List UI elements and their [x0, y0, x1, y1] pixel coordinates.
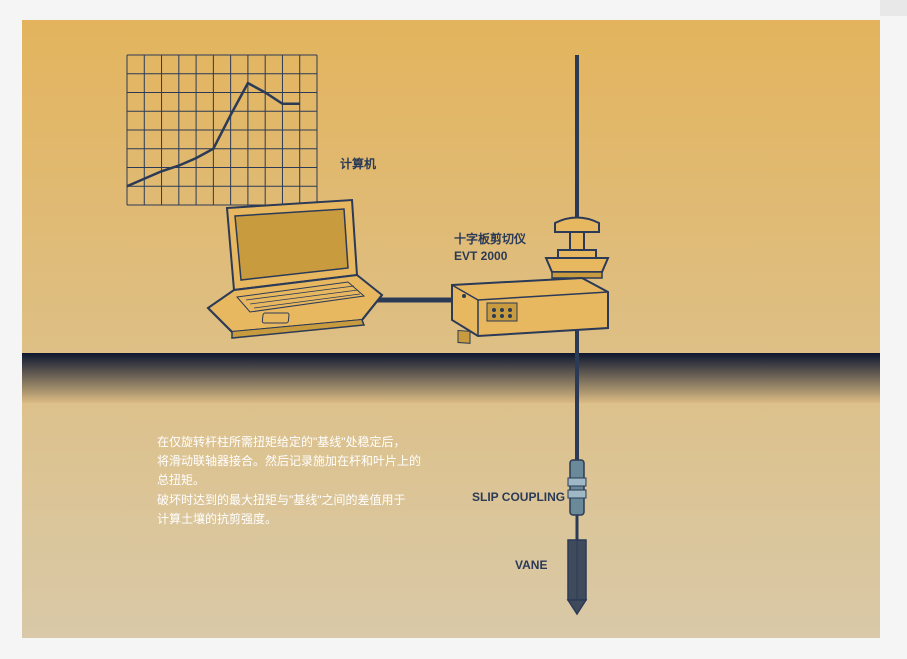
vane [568, 540, 586, 614]
label-vane: VANE [515, 558, 547, 572]
label-device-line1: 十字板剪切仪 [454, 230, 526, 247]
label-slip-coupling: SLIP COUPLING [472, 490, 565, 504]
desc-line: 总扭矩。 [157, 471, 442, 490]
description-block: 在仅旋转杆柱所需扭矩给定的"基线"处稳定后， 将滑动联轴器接合。然后记录施加在杆… [157, 433, 442, 529]
soil-band [22, 353, 880, 403]
desc-line: 计算土壤的抗剪强度。 [157, 510, 442, 529]
desc-line: 在仅旋转杆柱所需扭矩给定的"基线"处稳定后， [157, 433, 442, 452]
background [22, 20, 880, 638]
desc-line: 破坏时达到的最大扭矩与"基线"之间的差值用于 [157, 491, 442, 510]
label-device-line2: EVT 2000 [454, 249, 507, 263]
diagram-canvas: 计算机 十字板剪切仪 EVT 2000 SLIP COUPLING VANE 在… [22, 20, 880, 638]
label-computer: 计算机 [340, 155, 376, 172]
corner-badge [880, 0, 907, 16]
desc-line: 将滑动联轴器接合。然后记录施加在杆和叶片上的 [157, 452, 442, 471]
diagram-svg [22, 20, 880, 638]
